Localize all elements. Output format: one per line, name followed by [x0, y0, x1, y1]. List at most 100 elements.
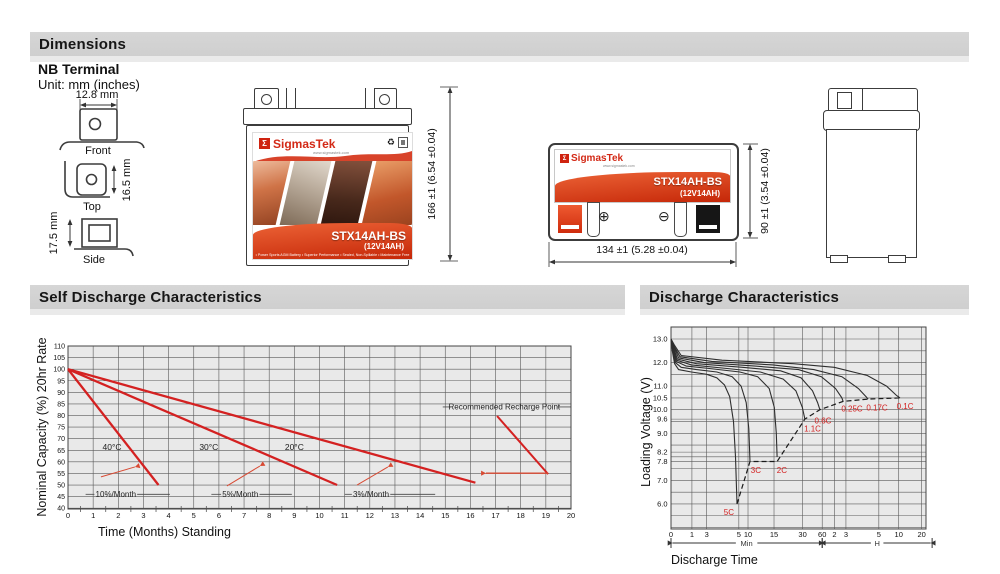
series-30°C: [67, 368, 338, 487]
top-view-label: Σ SigmasTek www.sigmastek.com STX14AH-BS…: [554, 149, 731, 203]
brand-logo: Σ SigmasTek: [560, 153, 623, 164]
x-tick-label: 30: [798, 530, 806, 539]
voltage-rating: (12V14AH): [363, 242, 404, 251]
positive-terminal: [558, 205, 582, 233]
feature-list: • Power Sports AGM Battery • Superior Pe…: [255, 253, 410, 257]
x-tick-label: 7: [242, 511, 246, 520]
brand-name: SigmasTek: [571, 153, 624, 164]
x-tick-label: 60: [818, 530, 826, 539]
y-tick-label: 85: [57, 401, 65, 408]
discharge-section-title: Discharge Characteristics: [649, 288, 840, 306]
y-tick-label: 13.0: [653, 335, 668, 344]
x-tick-label: 4: [167, 511, 171, 520]
x-tick-label: 11: [341, 511, 349, 520]
c-rate-label: 3C: [751, 466, 761, 475]
depth-dimension: 90 ±1 (3.54 ±0.04): [743, 143, 771, 239]
case-foot: [888, 255, 906, 263]
terminal-hole-icon: [260, 93, 272, 105]
x-tick-label: 17: [491, 511, 499, 520]
unit-bracket-label: Min: [741, 539, 753, 548]
terminal-type-heading: NB Terminal: [38, 61, 120, 77]
height-dimension-label: 166 ±1 (6.54 ±0.04): [426, 128, 438, 220]
x-tick-label: 16: [466, 511, 474, 520]
y-axis-title: Nominal Capacity (%) 20hr Rate: [35, 337, 49, 516]
negative-terminal: [696, 205, 720, 233]
terminal-post: [587, 202, 600, 237]
motocross-collage: [253, 161, 412, 225]
arrowhead: [930, 540, 936, 546]
y-tick-label: 100: [53, 367, 65, 374]
voltage-rating: (12V14AH): [679, 189, 720, 198]
series-label: 40°C: [103, 442, 122, 452]
terminal-front-view-label: Front: [85, 145, 111, 157]
brand-website: www.sigmastek.com: [313, 150, 350, 155]
height-dimension: 166 ±1 (6.54 ±0.04): [426, 86, 458, 262]
series-40°C: [67, 368, 160, 486]
battery-lid: [243, 108, 412, 125]
x-tick-label: 3: [705, 530, 709, 539]
y-tick-label: 90: [57, 390, 65, 397]
x-tick-label: 10: [315, 511, 323, 520]
self-discharge-section-header: Self Discharge Characteristics: [30, 285, 625, 309]
discharge-chart: 13.0 12.0 11.0 10.5 10.09.6 9.0 8.27.8 7.0 6.0 0 1…: [640, 326, 936, 567]
x-tick-label: 5: [877, 530, 881, 539]
terminal-hole-icon: [378, 93, 390, 105]
grid-lines: [67, 345, 572, 512]
battery-front-view: Σ SigmasTek www.sigmastek.com ♻ STX14AH-…: [236, 82, 471, 267]
x-tick-label: 14: [416, 511, 424, 520]
brand-name: SigmasTek: [273, 136, 336, 151]
terminal-side-view-label: Side: [83, 254, 105, 266]
label-red-band: [253, 223, 412, 259]
model-number: STX14AH-BS: [331, 229, 406, 243]
model-number: STX14AH-BS: [653, 176, 722, 188]
y-tick-label: 12.0: [653, 358, 668, 367]
discharge-section-header: Discharge Characteristics: [640, 285, 969, 309]
terminal-stripe: [561, 225, 579, 229]
dimensions-section-title: Dimensions: [39, 35, 127, 53]
label-red-band: [555, 172, 730, 202]
vent-cap-left: [286, 88, 296, 109]
c-rate-label: 0.6C: [815, 416, 832, 425]
y-tick-label: 10.0: [653, 405, 668, 414]
x-tick-label: 9: [292, 511, 296, 520]
terminal-top-height-label: 16.5 mm: [121, 159, 133, 202]
terminal-side-height-label: 17.5 mm: [48, 212, 60, 255]
x-tick-label: 8: [267, 511, 271, 520]
terminal-tab-left: [254, 88, 279, 111]
y-tick-label: 105: [53, 355, 65, 362]
header-underline: [30, 56, 969, 62]
rate-label: 10%/Month: [96, 490, 136, 499]
x-tick-label: 6: [217, 511, 221, 520]
y-tick-label: 110: [54, 344, 65, 351]
y-tick-label: 10.5: [653, 393, 668, 402]
series-0.25C: [670, 338, 844, 402]
y-tick-label: 75: [57, 425, 65, 432]
battery-top-view: Σ SigmasTek www.sigmastek.com STX14AH-BS…: [548, 143, 739, 241]
terminal-drawings: 12.8 mm Front 16.5 mm Top 17.5 mm Side: [48, 89, 145, 266]
arrowhead: [259, 461, 266, 467]
case-foot: [830, 255, 848, 263]
plus-symbol: ⊕: [598, 208, 610, 224]
x-tick-label: 10: [744, 530, 752, 539]
x-tick-label: 2: [116, 511, 120, 520]
c-rate-label: 1.1C: [804, 425, 821, 434]
c-rate-label: 0.1C: [897, 402, 914, 411]
label-icons: ♻: [387, 137, 408, 148]
c-rate-label: 5C: [724, 508, 734, 517]
c-rate-label: 0.17C: [866, 403, 888, 412]
x-tick-label: 15: [441, 511, 449, 520]
minus-symbol: ⊖: [658, 208, 670, 224]
terminal-stripe: [699, 225, 717, 229]
x-axis-title: Time (Months) Standing: [98, 525, 231, 539]
red-swoosh: [253, 151, 412, 162]
brand-website: www.sigmastek.com: [603, 164, 635, 168]
y-tick-label: 60: [57, 459, 65, 466]
unit-bracket-label: H: [874, 539, 879, 548]
x-tick-label: 18: [517, 511, 525, 520]
sigma-logo-icon: Σ: [560, 154, 569, 163]
width-dimension-label: 134 ±1 (5.28 ±0.04): [596, 244, 688, 256]
arrowhead: [667, 540, 673, 546]
x-tick-label: 20: [567, 511, 575, 520]
x-tick-label: 0: [669, 530, 673, 539]
x-tick-label: 15: [770, 530, 778, 539]
